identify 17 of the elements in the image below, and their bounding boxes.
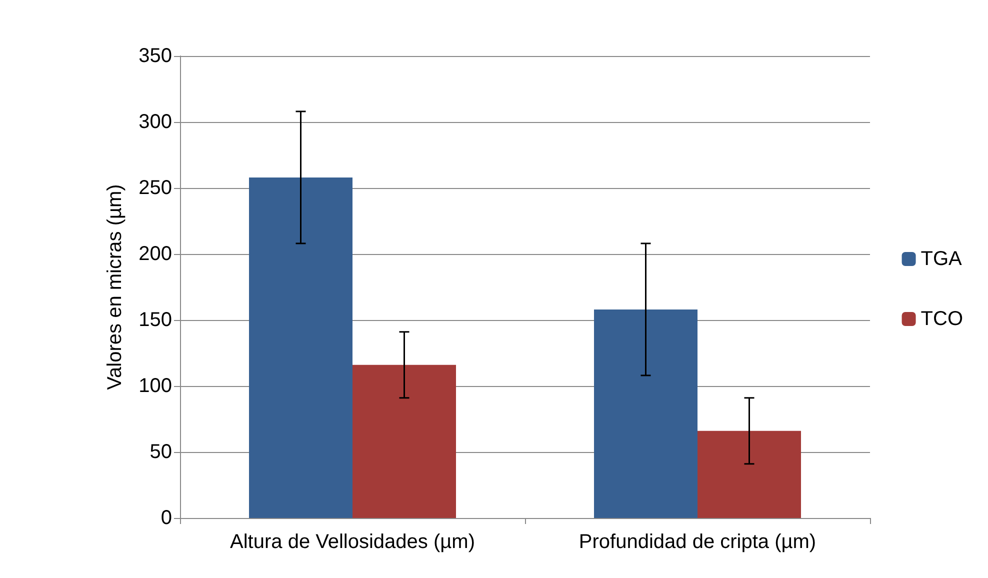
- y-tick-label: 350: [138, 45, 172, 67]
- y-tick-label: 50: [150, 441, 172, 463]
- y-tick-label: 100: [138, 375, 172, 397]
- y-tick-label: 300: [138, 111, 172, 133]
- x-tick-label: Profundidad de cripta (µm): [578, 531, 816, 553]
- bar: [594, 309, 698, 518]
- y-axis-title: Valores en micras (µm): [104, 184, 126, 390]
- bar: [352, 364, 456, 518]
- legend-label: TGA: [920, 248, 963, 270]
- y-tick-label: 250: [138, 177, 172, 199]
- bar: [249, 177, 352, 518]
- y-tick-label: 200: [138, 243, 172, 265]
- y-tick-label: 150: [138, 309, 172, 331]
- legend-label: TCO: [920, 308, 963, 330]
- bar: [698, 430, 801, 518]
- x-tick-label: Altura de Vellosidades (µm): [230, 531, 475, 553]
- y-tick-label: 0: [160, 507, 172, 529]
